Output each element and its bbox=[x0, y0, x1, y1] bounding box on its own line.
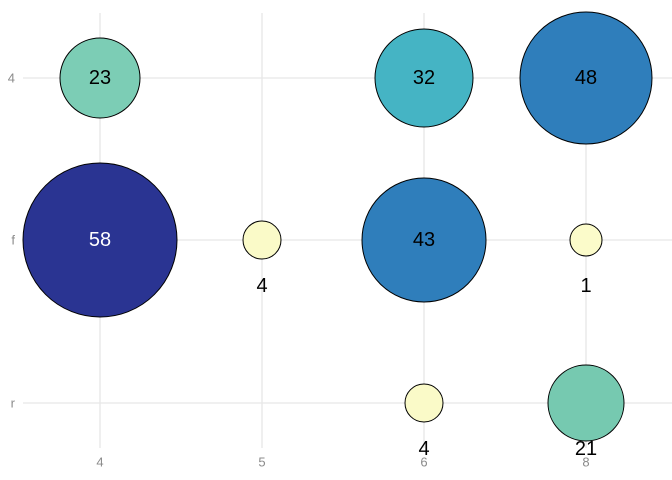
x-axis-tick-label: 8 bbox=[582, 455, 589, 470]
bubble bbox=[569, 223, 603, 257]
x-axis-tick-label: 4 bbox=[96, 455, 103, 470]
bubble bbox=[59, 37, 141, 119]
bubble bbox=[547, 364, 625, 442]
x-axis-tick-label: 5 bbox=[258, 455, 265, 470]
bubble bbox=[404, 383, 444, 423]
bubble-value-label: 21 bbox=[575, 438, 597, 460]
y-axis-tick-label: r bbox=[11, 396, 16, 411]
bubble-value-label: 4 bbox=[256, 275, 267, 297]
x-axis-tick-label: 6 bbox=[420, 455, 427, 470]
bubble-value-label: 32 bbox=[413, 67, 435, 89]
bubble bbox=[22, 162, 178, 318]
bubble-value-label: 48 bbox=[575, 67, 597, 89]
bubble bbox=[374, 28, 474, 128]
bubble-value-label: 4 bbox=[418, 438, 429, 460]
y-axis-tick-label: 4 bbox=[8, 71, 15, 86]
bubble-value-label: 43 bbox=[413, 229, 435, 251]
bubble-value-label: 23 bbox=[89, 67, 111, 89]
y-axis-tick-label: f bbox=[11, 233, 15, 248]
bubble-value-label: 58 bbox=[89, 229, 111, 251]
bubble-value-label: 1 bbox=[580, 275, 591, 297]
bubble bbox=[242, 220, 282, 260]
bubble bbox=[519, 11, 653, 145]
bubble bbox=[361, 177, 487, 303]
